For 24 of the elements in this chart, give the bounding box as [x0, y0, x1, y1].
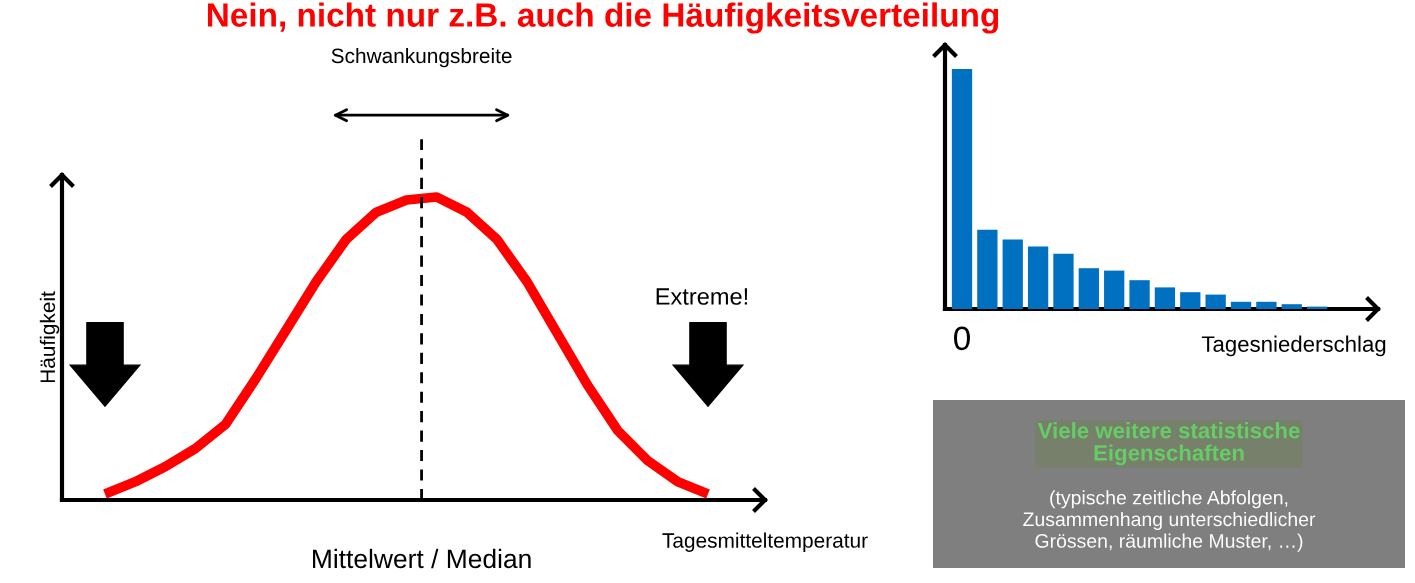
bar	[1078, 268, 1099, 309]
bar	[1281, 304, 1302, 309]
text: Viele weitere statistische Eigenschaften	[1037, 422, 1300, 466]
bar	[1256, 301, 1277, 309]
bar	[1154, 287, 1176, 309]
bar	[977, 229, 998, 309]
x-axis-title: Tagesniederschlag	[1201, 335, 1386, 357]
bar	[1205, 294, 1226, 309]
text: Schwankungsbreite	[331, 47, 512, 68]
bar	[1002, 239, 1023, 309]
bar	[1027, 246, 1049, 309]
text: Mittelwert / Median	[313, 548, 531, 569]
bar	[1053, 253, 1074, 309]
bar	[1104, 270, 1125, 309]
chart-title: Nein, nicht nur z.B. auch die Häufigkeitsverteilung	[207, 2, 999, 34]
x-tick-label: 0	[954, 326, 970, 351]
bar	[951, 69, 973, 309]
bar	[1129, 280, 1150, 309]
bar	[1180, 292, 1201, 309]
annotation: Extreme!	[656, 288, 748, 305]
text: (typische zeitliche Abfolgen, Zusammenhang unterschiedlicher Grössen, räumliche Muster, …)	[1023, 490, 1316, 552]
y-axis-title: Häufigkeit	[39, 291, 60, 383]
bar	[1230, 301, 1252, 309]
x-axis-title: Tagesmitteltemperatur	[662, 532, 868, 552]
